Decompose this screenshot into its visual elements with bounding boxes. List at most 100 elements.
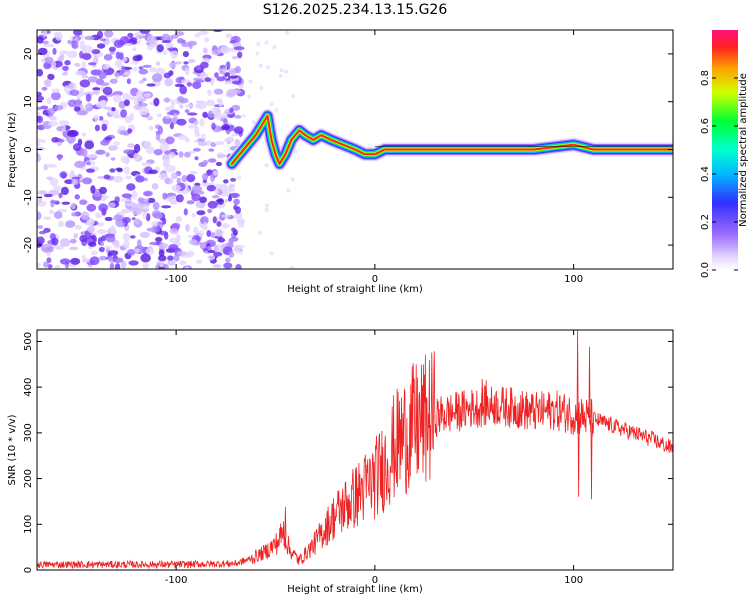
noise-blob	[202, 111, 208, 118]
noise-blob	[191, 193, 201, 202]
noise-blob	[69, 238, 77, 244]
noise-blob	[43, 193, 53, 198]
noise-blob	[37, 91, 42, 97]
noise-blob	[168, 244, 179, 251]
noise-blob	[72, 143, 82, 152]
noise-blob	[224, 80, 234, 85]
noise-blob	[70, 202, 76, 210]
snr-ticks: -100 0 100 0 100 200 300 400 500	[23, 330, 673, 586]
noise-blob	[133, 98, 139, 106]
noise-blob	[120, 155, 131, 164]
noise-blob	[70, 169, 75, 177]
noise-blob	[143, 141, 152, 148]
noise-blob	[122, 240, 130, 249]
noise-blob	[223, 262, 233, 269]
noise-blob	[69, 89, 80, 96]
noise-blob	[194, 33, 201, 38]
noise-blob	[186, 82, 193, 87]
noise-blob	[171, 222, 181, 229]
noise-blob	[84, 35, 95, 41]
noise-blob	[88, 241, 97, 247]
noise-blob	[133, 104, 142, 111]
noise-blob	[185, 137, 190, 143]
y-tick-label: 300	[23, 423, 34, 442]
noise-blob	[43, 216, 52, 220]
noise-blob	[176, 250, 187, 257]
noise-blob	[175, 194, 184, 203]
noise-blob	[197, 230, 204, 237]
noise-blob	[100, 139, 110, 146]
noise-blob	[74, 224, 83, 230]
noise-blob	[84, 140, 95, 150]
noise-blob	[110, 157, 116, 161]
noise-blob	[46, 163, 57, 168]
noise-blob	[151, 183, 159, 190]
noise-blob	[145, 213, 151, 222]
noise-blob	[126, 183, 136, 191]
noise-blob	[103, 245, 112, 250]
noise-blob	[99, 186, 107, 194]
noise-blob	[52, 47, 57, 55]
noise-blob	[181, 175, 188, 183]
noise-blob	[138, 106, 149, 116]
noise-blob	[186, 174, 196, 183]
noise-blob	[91, 49, 101, 55]
noise-blob	[155, 236, 163, 243]
noise-blob	[196, 259, 203, 264]
noise-blob	[143, 92, 152, 98]
noise-blob	[285, 30, 290, 35]
noise-blob	[81, 61, 87, 70]
noise-blob	[221, 124, 231, 131]
noise-blob	[240, 217, 245, 222]
noise-blob	[205, 101, 215, 107]
noise-blob	[179, 260, 187, 266]
noise-blob	[214, 187, 219, 196]
noise-blob	[183, 208, 188, 216]
noise-blob	[167, 47, 178, 51]
noise-blob	[113, 242, 121, 249]
noise-blob	[140, 253, 151, 263]
noise-blob	[191, 185, 203, 193]
noise-blob	[132, 55, 142, 62]
noise-blob	[66, 50, 78, 59]
noise-blob	[112, 257, 124, 264]
noise-blob	[279, 68, 284, 73]
noise-blob	[108, 202, 116, 209]
noise-blob	[158, 255, 167, 262]
y-tick-label: 400	[23, 378, 34, 397]
noise-blob	[120, 109, 127, 118]
noise-blob	[138, 80, 144, 84]
noise-blob	[211, 49, 221, 56]
noise-blob	[153, 97, 160, 107]
noise-blob	[272, 45, 277, 49]
noise-blob	[216, 229, 223, 237]
noise-blob	[139, 30, 151, 34]
noise-blob	[174, 61, 183, 65]
noise-blob	[225, 257, 231, 263]
noise-blob	[188, 124, 198, 129]
noise-blob	[206, 184, 216, 192]
noise-blob	[278, 73, 283, 78]
noise-blob	[175, 233, 181, 242]
noise-blob	[81, 254, 86, 263]
noise-blob	[67, 129, 78, 138]
noise-blob	[44, 44, 55, 48]
noise-blob	[108, 46, 116, 53]
snr-background	[37, 330, 673, 570]
noise-blob	[105, 152, 110, 158]
noise-blob	[71, 212, 78, 217]
noise-blob	[58, 120, 70, 126]
noise-blob	[114, 263, 121, 269]
noise-blob	[131, 190, 138, 200]
noise-blob	[58, 138, 65, 143]
noise-blob	[264, 163, 269, 168]
noise-blob	[162, 158, 171, 166]
noise-blob	[207, 200, 218, 209]
noise-blob	[186, 250, 195, 258]
noise-blob	[114, 72, 121, 77]
noise-blob	[215, 161, 223, 167]
noise-blob	[158, 173, 169, 181]
noise-blob	[128, 260, 139, 266]
noise-blob	[113, 141, 121, 146]
noise-blob	[167, 255, 174, 261]
